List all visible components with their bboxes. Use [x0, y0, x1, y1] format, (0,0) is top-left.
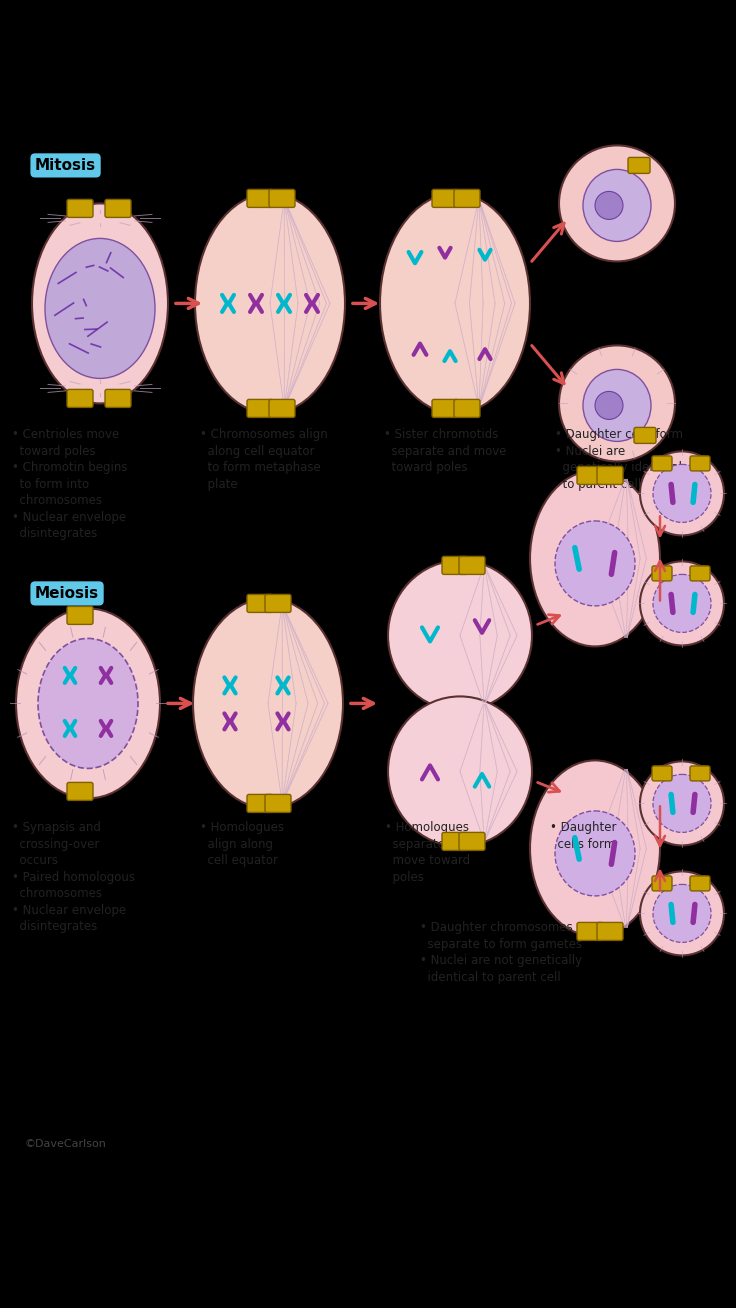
- Ellipse shape: [595, 191, 623, 220]
- FancyBboxPatch shape: [577, 467, 603, 484]
- Ellipse shape: [653, 774, 711, 832]
- FancyBboxPatch shape: [432, 399, 458, 417]
- FancyBboxPatch shape: [247, 794, 273, 812]
- Ellipse shape: [653, 884, 711, 943]
- Ellipse shape: [530, 760, 660, 937]
- Text: • Daughter chromosomes
  separate to form gametes
• Nuclei are not genetically
 : • Daughter chromosomes separate to form …: [420, 921, 582, 984]
- Text: • Synapsis and
  crossing-over
  occurs
• Paired homologous
  chromosomes
• Nucl: • Synapsis and crossing-over occurs • Pa…: [12, 821, 135, 934]
- FancyBboxPatch shape: [652, 566, 672, 581]
- FancyBboxPatch shape: [105, 390, 131, 407]
- Ellipse shape: [583, 369, 651, 441]
- FancyBboxPatch shape: [247, 594, 273, 612]
- Circle shape: [640, 561, 724, 645]
- Text: • Sister chromotids
  separate and move
  toward poles: • Sister chromotids separate and move to…: [384, 429, 506, 475]
- Ellipse shape: [583, 170, 651, 242]
- FancyBboxPatch shape: [634, 428, 656, 443]
- Ellipse shape: [530, 471, 660, 646]
- FancyBboxPatch shape: [67, 607, 93, 624]
- Circle shape: [559, 145, 675, 262]
- FancyBboxPatch shape: [597, 467, 623, 484]
- Circle shape: [559, 345, 675, 462]
- FancyBboxPatch shape: [652, 876, 672, 891]
- Ellipse shape: [16, 608, 160, 798]
- Ellipse shape: [388, 560, 532, 710]
- FancyBboxPatch shape: [454, 399, 480, 417]
- FancyBboxPatch shape: [265, 594, 291, 612]
- Ellipse shape: [193, 599, 343, 808]
- FancyBboxPatch shape: [577, 922, 603, 940]
- FancyBboxPatch shape: [67, 199, 93, 217]
- Circle shape: [640, 761, 724, 845]
- FancyBboxPatch shape: [442, 832, 468, 850]
- FancyBboxPatch shape: [432, 190, 458, 208]
- Text: • Homologues
  align along
  cell equator: • Homologues align along cell equator: [200, 821, 284, 867]
- Text: Meiosis: Meiosis: [35, 586, 99, 600]
- Text: • Centrioles move
  toward poles
• Chromotin begins
  to form into
  chromosomes: • Centrioles move toward poles • Chromot…: [12, 429, 127, 540]
- Text: ©DaveCarlson: ©DaveCarlson: [25, 1138, 107, 1148]
- FancyBboxPatch shape: [628, 157, 650, 174]
- Circle shape: [640, 871, 724, 955]
- FancyBboxPatch shape: [67, 782, 93, 800]
- Ellipse shape: [38, 638, 138, 768]
- Ellipse shape: [388, 696, 532, 846]
- FancyBboxPatch shape: [442, 556, 468, 574]
- Text: • Daughter
  cells form: • Daughter cells form: [550, 821, 617, 852]
- Text: • Chromosomes align
  along cell equator
  to form metaphase
  plate: • Chromosomes align along cell equator t…: [200, 429, 328, 490]
- FancyBboxPatch shape: [690, 766, 710, 781]
- Ellipse shape: [195, 194, 345, 413]
- FancyBboxPatch shape: [459, 556, 485, 574]
- FancyBboxPatch shape: [247, 190, 273, 208]
- Text: Mitosis: Mitosis: [35, 158, 96, 173]
- Text: • Daughter cells form
• Nuclei are
  genetically identical
  to parent cell: • Daughter cells form • Nuclei are genet…: [555, 429, 683, 490]
- FancyBboxPatch shape: [265, 794, 291, 812]
- Ellipse shape: [595, 391, 623, 420]
- Ellipse shape: [32, 204, 168, 403]
- FancyBboxPatch shape: [652, 766, 672, 781]
- Ellipse shape: [653, 574, 711, 632]
- Ellipse shape: [555, 521, 635, 606]
- FancyBboxPatch shape: [690, 566, 710, 581]
- Ellipse shape: [380, 194, 530, 413]
- FancyBboxPatch shape: [652, 456, 672, 471]
- FancyBboxPatch shape: [247, 399, 273, 417]
- FancyBboxPatch shape: [690, 456, 710, 471]
- FancyBboxPatch shape: [105, 199, 131, 217]
- FancyBboxPatch shape: [597, 922, 623, 940]
- FancyBboxPatch shape: [454, 190, 480, 208]
- Circle shape: [640, 451, 724, 535]
- Text: • Homologues
  separate and
  move toward
  poles: • Homologues separate and move toward po…: [385, 821, 471, 884]
- FancyBboxPatch shape: [690, 876, 710, 891]
- Ellipse shape: [555, 811, 635, 896]
- FancyBboxPatch shape: [269, 190, 295, 208]
- FancyBboxPatch shape: [269, 399, 295, 417]
- Ellipse shape: [653, 464, 711, 522]
- Ellipse shape: [45, 238, 155, 378]
- FancyBboxPatch shape: [67, 390, 93, 407]
- FancyBboxPatch shape: [459, 832, 485, 850]
